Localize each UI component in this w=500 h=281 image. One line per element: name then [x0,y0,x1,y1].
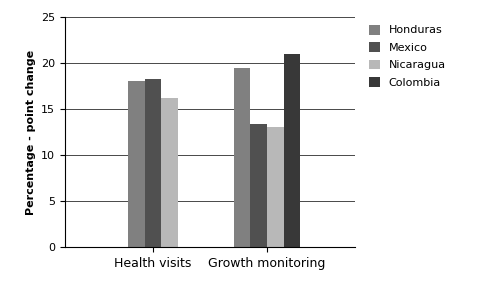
Bar [234,67,250,247]
Bar [267,126,283,247]
Bar [284,54,300,247]
Bar [162,98,178,247]
Bar [250,124,267,247]
Bar [144,79,162,247]
Bar [128,81,144,247]
Y-axis label: Percentage - point change: Percentage - point change [26,49,36,215]
Legend: Honduras, Mexico, Nicaragua, Colombia: Honduras, Mexico, Nicaragua, Colombia [366,22,448,90]
